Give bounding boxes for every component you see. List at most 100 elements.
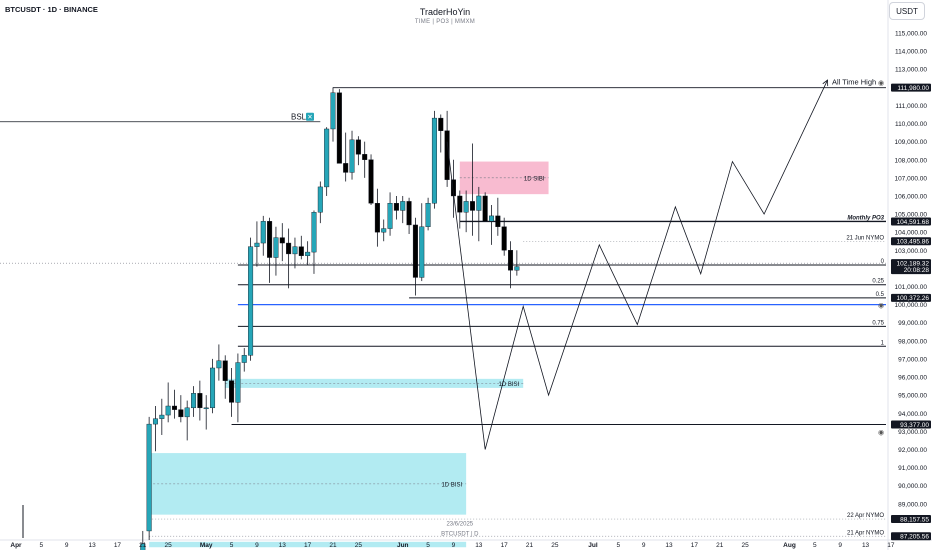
symbol-title: BTCUSDT · 1D · BINANCE xyxy=(5,5,98,14)
candle-body xyxy=(444,130,450,180)
x-tick-label: 13 xyxy=(279,542,287,549)
x-tick-label: Jul xyxy=(588,542,598,549)
x-tick-label: 5 xyxy=(813,542,817,549)
x-tick-label: 13 xyxy=(862,542,870,549)
candle-body xyxy=(400,201,406,211)
price-tag-text: 93,377.00 xyxy=(900,422,929,429)
candle-body xyxy=(349,139,355,173)
candle-body xyxy=(279,237,285,244)
price-tag xyxy=(891,217,931,226)
candle-body xyxy=(184,407,190,418)
candle-body xyxy=(438,117,444,131)
candle-body xyxy=(508,250,514,271)
y-tick-label: 97,000.00 xyxy=(898,356,927,363)
x-tick-label: 17 xyxy=(304,542,312,549)
x-tick-label: 5 xyxy=(426,542,430,549)
x-tick-label: 5 xyxy=(40,542,44,549)
price-tag xyxy=(891,293,931,302)
y-tick-label: 93,000.00 xyxy=(898,429,927,436)
level-label: 0.75 xyxy=(872,320,884,326)
candle-body xyxy=(165,405,171,416)
x-tick-label: 25 xyxy=(741,542,749,549)
price-tag xyxy=(891,237,931,246)
y-tick-label: 109,000.00 xyxy=(894,139,927,146)
candle-body xyxy=(387,203,393,229)
bsl-check-glyph: ✕ xyxy=(307,113,312,121)
candle-body xyxy=(381,228,387,233)
candle-body xyxy=(343,163,349,173)
price-tag xyxy=(891,515,931,524)
y-tick-label: 108,000.00 xyxy=(894,157,927,164)
candle-body xyxy=(362,154,368,160)
y-tick-label: 94,000.00 xyxy=(898,411,927,418)
candle-body xyxy=(514,266,520,271)
candle-body xyxy=(469,201,475,211)
y-tick-label: 99,000.00 xyxy=(898,320,927,327)
price-tag-time: 20:08:28 xyxy=(904,267,930,274)
x-tick-label: 17 xyxy=(501,542,509,549)
level-label: 1 xyxy=(881,340,885,346)
bisi-zone xyxy=(149,541,467,548)
zone-label: 1D SIBI xyxy=(524,176,545,182)
y-tick-label: 107,000.00 xyxy=(894,175,927,182)
x-tick-label: Apr xyxy=(10,542,22,549)
candle-body xyxy=(501,226,507,251)
x-tick-label: 9 xyxy=(838,542,842,549)
candle-body xyxy=(425,203,431,227)
candle-body xyxy=(216,360,222,369)
price-tag-text: 104,591.68 xyxy=(896,219,929,226)
x-tick-label: 9 xyxy=(452,542,456,549)
bsl-label: BSL xyxy=(291,113,307,122)
projection-arrowhead xyxy=(822,79,829,87)
eye-icon: ◉ xyxy=(878,302,884,310)
x-tick-label: 13 xyxy=(665,542,673,549)
y-tick-label: 91,000.00 xyxy=(898,465,927,472)
chart-annotation: BTCUSDT | D xyxy=(441,531,479,537)
y-tick-label: 106,000.00 xyxy=(894,193,927,200)
x-tick-label: 9 xyxy=(65,542,69,549)
candle-body xyxy=(203,407,209,410)
candle-body xyxy=(235,362,241,403)
candle-body xyxy=(197,393,203,409)
price-tag-text: 103,495.86 xyxy=(896,239,929,246)
y-tick-label: 104,000.00 xyxy=(894,230,927,237)
candle-body xyxy=(476,195,482,211)
level-label: 22 Apr NYMO xyxy=(847,513,884,519)
level-label: 21 Jun NYMO xyxy=(846,235,884,241)
y-tick-label: 103,000.00 xyxy=(894,248,927,255)
candle-body xyxy=(393,203,399,211)
y-tick-label: 101,000.00 xyxy=(894,284,927,291)
projection-path xyxy=(446,79,828,450)
x-tick-label: 21 xyxy=(526,542,534,549)
candle-body xyxy=(191,393,197,409)
y-tick-label: 114,000.00 xyxy=(895,49,927,56)
price-tag xyxy=(891,532,931,541)
y-tick-label: 90,000.00 xyxy=(898,483,927,490)
x-tick-label: 9 xyxy=(255,542,259,549)
x-tick-label: 5 xyxy=(616,542,620,549)
candle-body xyxy=(267,221,273,258)
candle-body xyxy=(298,246,304,256)
level-label: 0.5 xyxy=(876,292,885,298)
x-tick-label: 17 xyxy=(887,542,895,549)
candle-body xyxy=(159,414,165,419)
candle-body xyxy=(412,224,418,278)
candle-body xyxy=(355,139,361,155)
ath-label: All Time High xyxy=(832,78,876,87)
candle-body xyxy=(406,201,412,226)
y-tick-label: 98,000.00 xyxy=(898,338,927,345)
candle-body xyxy=(146,423,152,532)
candle-body xyxy=(330,92,336,130)
currency-button[interactable]: USDT xyxy=(889,2,925,20)
candle-body xyxy=(241,355,247,363)
bsl-check-icon xyxy=(306,112,314,121)
price-tag-text: 87,205.56 xyxy=(900,534,929,541)
y-tick-label: 96,000.00 xyxy=(898,375,927,382)
zone-label: 1D BISI xyxy=(441,482,462,488)
candle-body xyxy=(273,237,279,258)
candle-body xyxy=(311,212,317,253)
x-tick-label: 5 xyxy=(230,542,234,549)
y-tick-label: 92,000.00 xyxy=(898,447,927,454)
candle-body xyxy=(374,203,380,233)
